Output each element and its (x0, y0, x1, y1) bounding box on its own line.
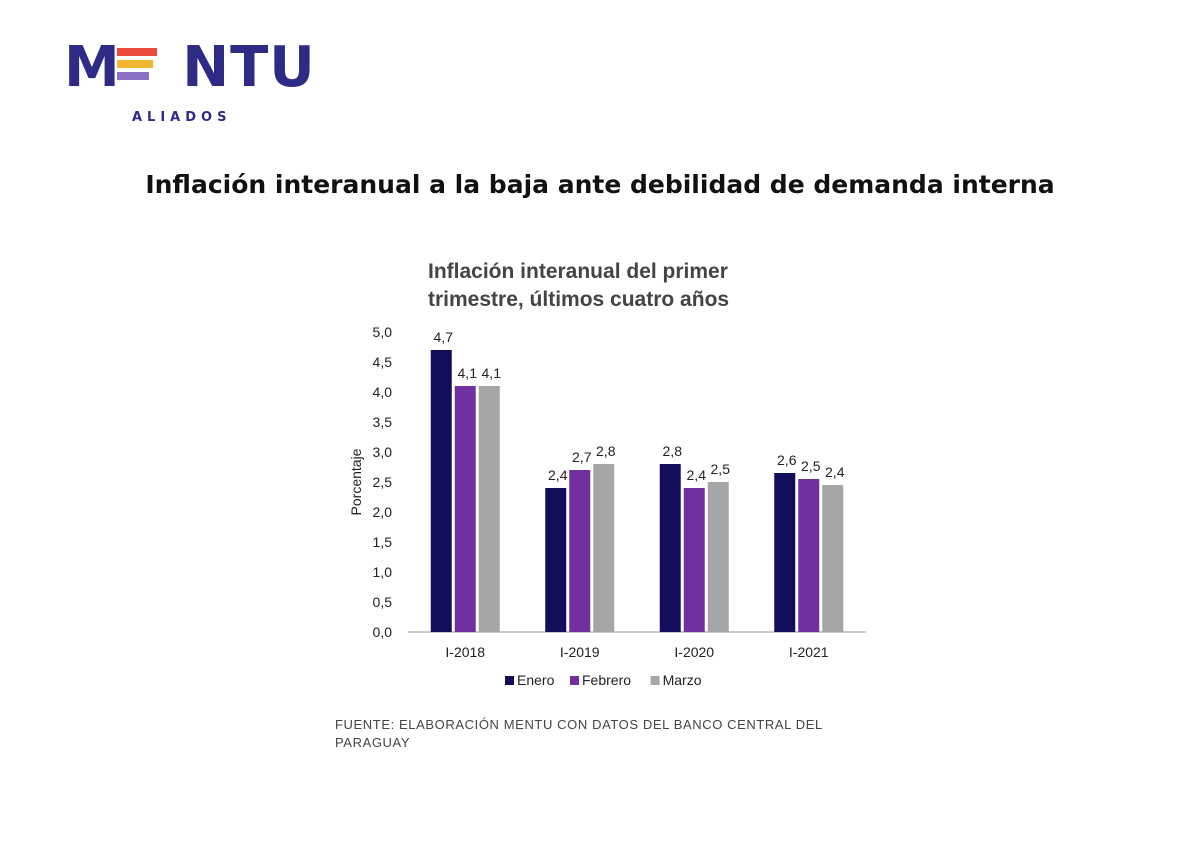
y-tick-label: 4,5 (373, 354, 393, 370)
y-tick-label: 0,0 (373, 624, 393, 640)
chart-title-line-2: trimestre, últimos cuatro años (428, 288, 729, 311)
legend-label: Febrero (582, 672, 631, 688)
bar-series (430, 350, 844, 632)
brand-logo: M NTU ALIADOS (64, 40, 315, 130)
data-label: 2,8 (663, 443, 683, 459)
y-tick-label: 1,0 (373, 564, 393, 580)
data-label: 2,4 (687, 467, 707, 483)
chart-title-line-1: Inflación interanual del primer (428, 260, 728, 283)
brand-bar-purple (117, 72, 149, 80)
legend-swatch (650, 676, 660, 685)
brand-wordmark: M NTU (64, 35, 316, 100)
data-label: 2,4 (548, 467, 568, 483)
y-axis-label: Porcentaje (348, 448, 364, 515)
brand-bar-red (117, 48, 157, 56)
bar-febrero-i-2020 (683, 488, 705, 632)
chart-source-note: FUENTE: ELABORACIÓN MENTU CON DATOS DEL … (335, 717, 823, 750)
bar-marzo-i-2020 (707, 482, 729, 632)
legend-swatch (505, 676, 514, 685)
data-label: 2,6 (777, 452, 797, 468)
data-label: 4,7 (434, 329, 454, 345)
y-tick-label: 2,5 (373, 474, 393, 490)
x-axis-ticks: I-2018 I-2019 I-2020 I-2021 (445, 644, 828, 660)
data-label: 2,4 (825, 464, 845, 480)
page-headline: Inflación interanual a la baja ante debi… (145, 170, 1055, 199)
bar-marzo-i-2021 (822, 485, 844, 632)
data-label: 2,5 (711, 461, 731, 477)
bar-enero-i-2021 (774, 473, 796, 632)
y-tick-label: 4,0 (373, 384, 393, 400)
bar-febrero-i-2021 (798, 479, 820, 632)
y-axis-ticks: 0,0 0,5 1,0 1,5 2,0 2,5 3,0 3,5 4,0 4,5 5,0 (373, 324, 393, 640)
bar-marzo-i-2019 (593, 464, 615, 632)
data-label: 2,8 (596, 443, 616, 459)
brand-e-bars-icon (117, 48, 157, 90)
legend-label: Marzo (663, 672, 702, 688)
bar-enero-i-2020 (659, 464, 681, 632)
y-tick-label: 2,0 (373, 504, 393, 520)
inflation-bar-chart: Inflación interanual del primer trimestr… (348, 260, 866, 688)
brand-tagline: ALIADOS (132, 110, 232, 125)
brand-bar-yellow (117, 60, 153, 68)
x-tick-label: I-2019 (560, 644, 600, 660)
y-tick-label: 1,5 (373, 534, 393, 550)
bar-enero-i-2019 (545, 488, 567, 632)
bar-febrero-i-2018 (454, 386, 476, 632)
x-tick-label: I-2020 (674, 644, 714, 660)
data-label: 4,1 (458, 365, 478, 381)
x-tick-label: I-2018 (445, 644, 485, 660)
legend-swatch (570, 676, 579, 685)
chart-legend: Enero Febrero Marzo (505, 672, 702, 688)
data-labels: 4,74,1 4,12,42,7 2,8 2,82,4 2,52,6 2,5 2,4 (434, 329, 845, 483)
y-tick-label: 3,5 (373, 414, 393, 430)
bar-febrero-i-2019 (569, 470, 591, 632)
y-tick-label: 5,0 (373, 324, 393, 340)
legend-label: Enero (517, 672, 555, 688)
bar-marzo-i-2018 (478, 386, 500, 632)
y-tick-label: 0,5 (373, 594, 393, 610)
bar-enero-i-2018 (430, 350, 452, 632)
data-label: 2,7 (572, 449, 592, 465)
x-tick-label: I-2021 (789, 644, 829, 660)
data-label: 4,1 (482, 365, 502, 381)
data-label: 2,5 (801, 458, 821, 474)
y-tick-label: 3,0 (373, 444, 393, 460)
